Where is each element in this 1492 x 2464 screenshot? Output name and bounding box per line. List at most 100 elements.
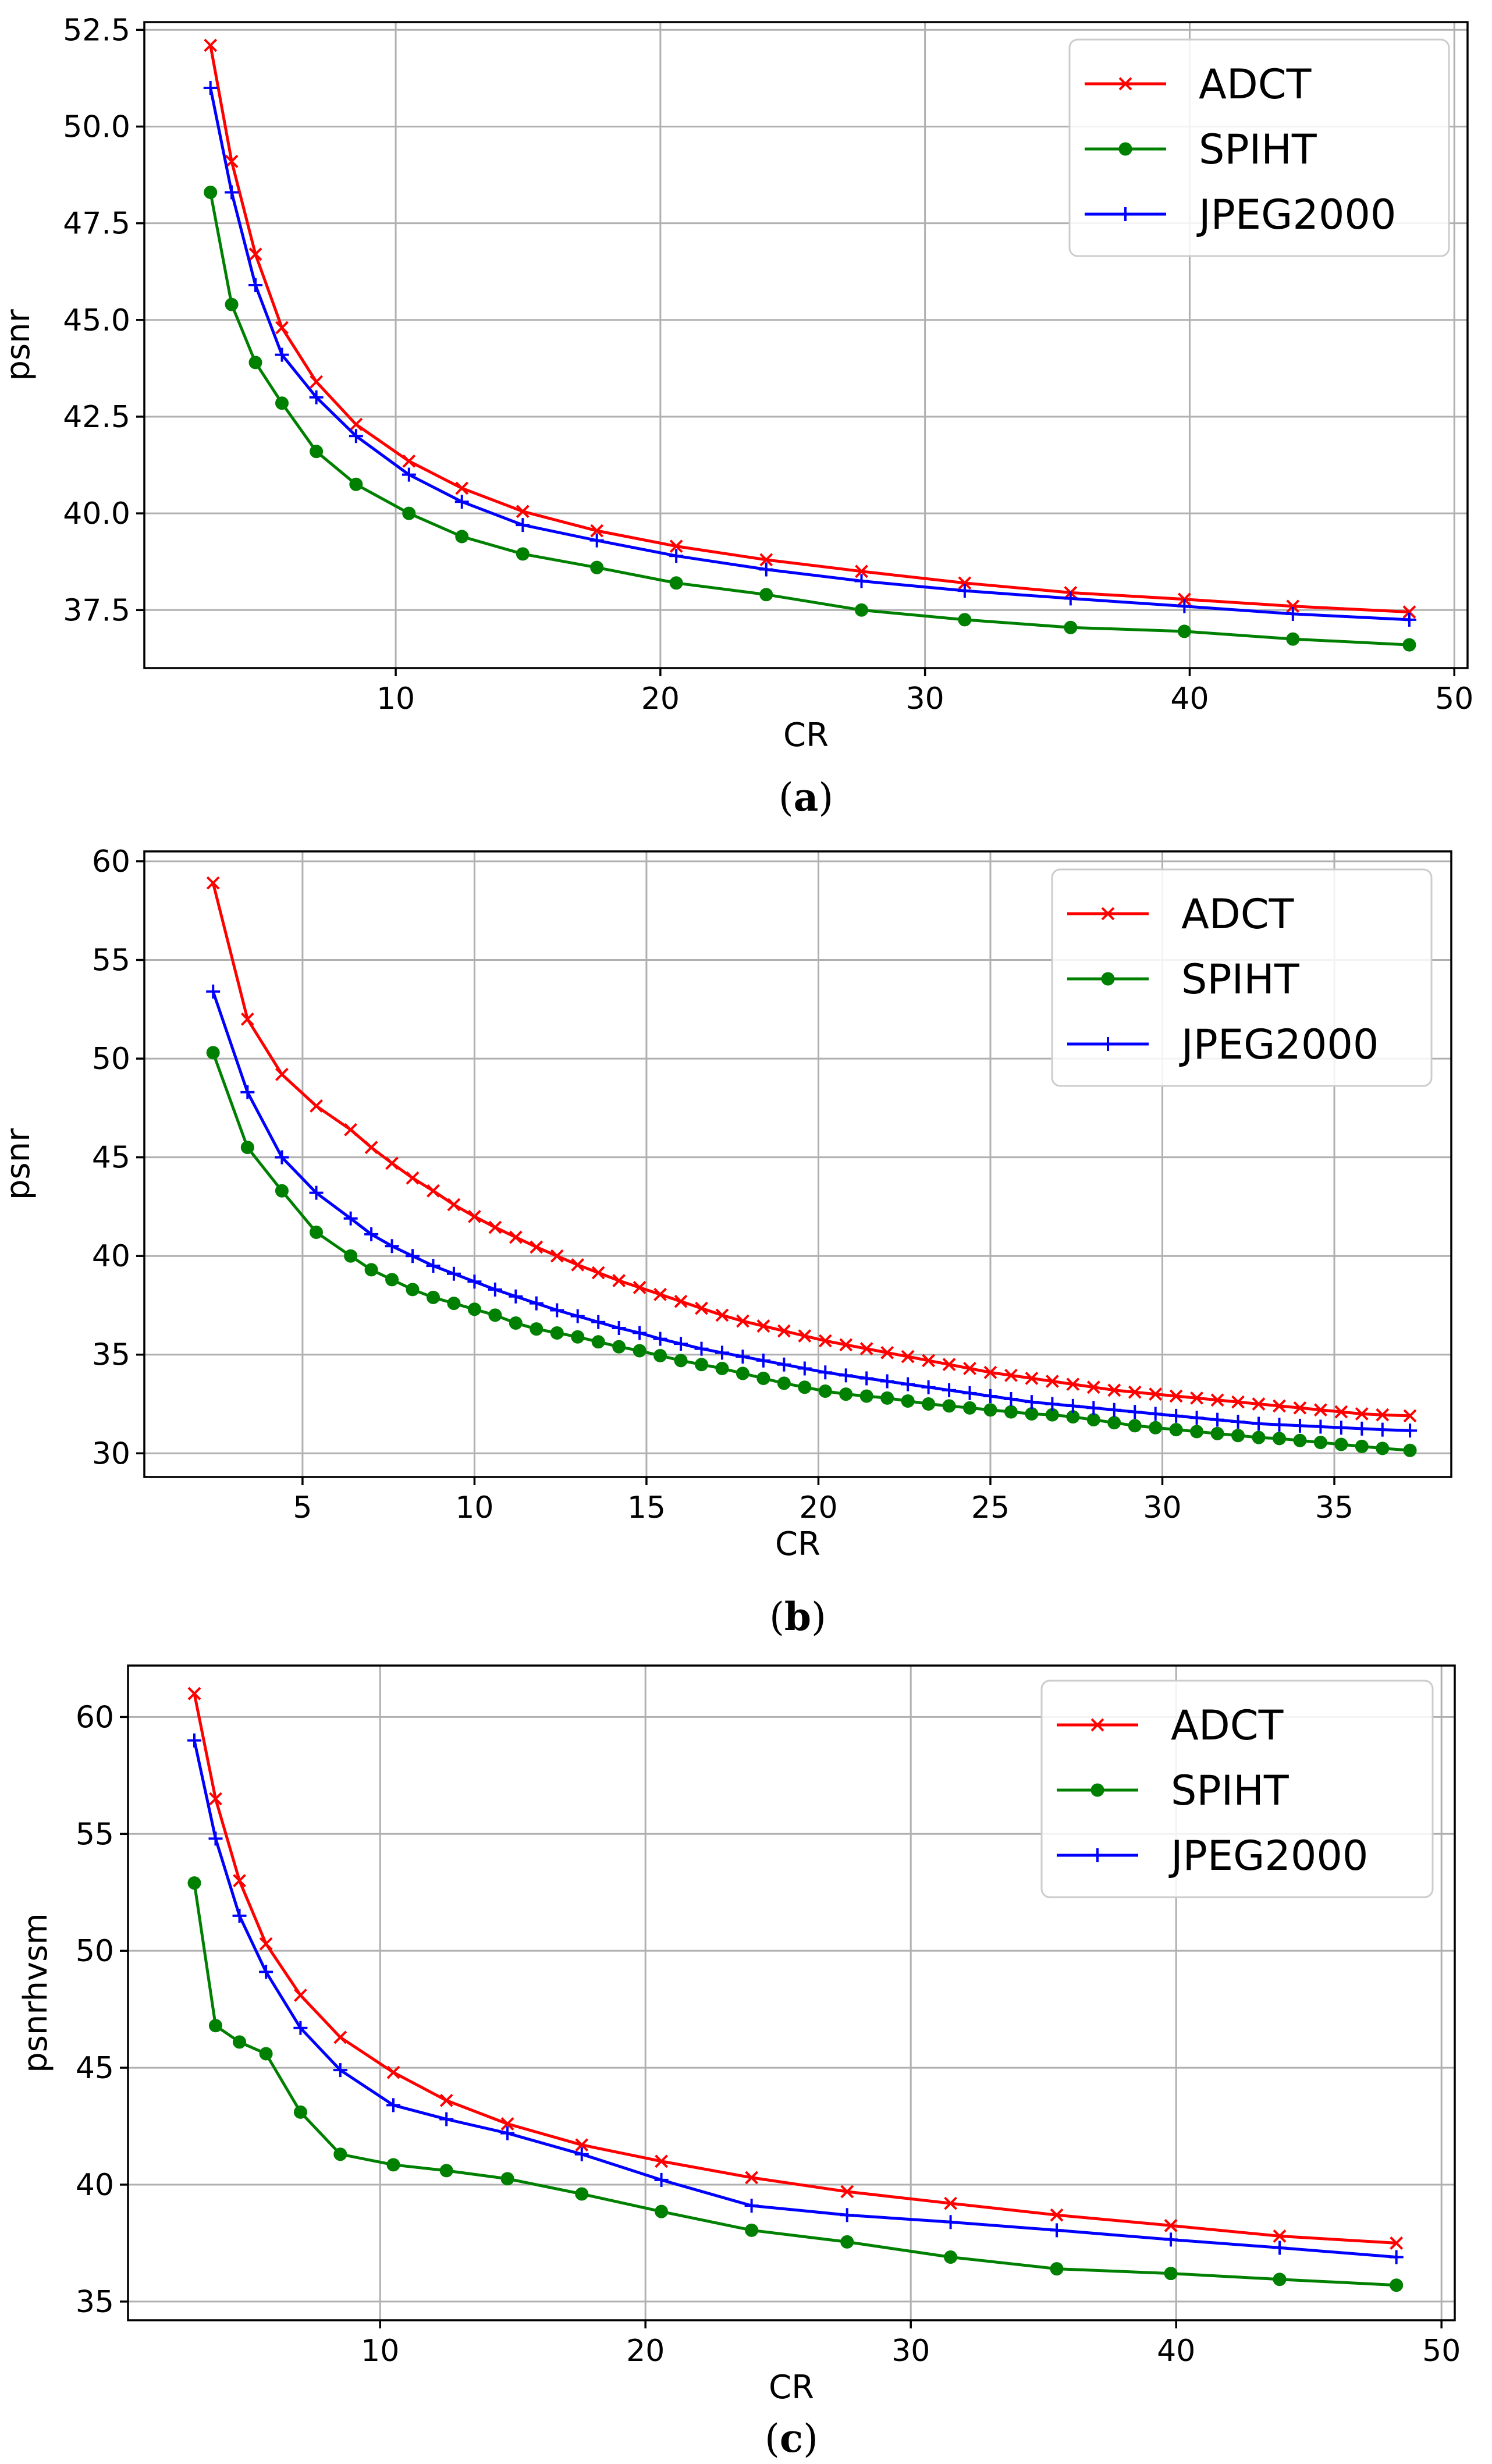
data-point-jpeg2000 <box>208 1831 223 1846</box>
y-tick-label: 55 <box>92 943 130 978</box>
x-tick-label: 40 <box>1170 681 1209 716</box>
data-point-spiht <box>669 576 683 590</box>
data-point-jpeg2000 <box>589 533 604 548</box>
series-line-jpeg2000 <box>209 87 1410 622</box>
data-point-spiht <box>777 1376 791 1390</box>
legend: ADCT SPIHT JPEG2000 <box>1051 868 1433 1087</box>
data-point-spiht <box>745 2223 759 2237</box>
data-point-spiht <box>1050 2262 1064 2276</box>
data-point-spiht <box>759 588 773 602</box>
data-point-jpeg2000 <box>203 80 218 95</box>
x-tick-label: 30 <box>906 681 944 716</box>
data-point-jpeg2000 <box>942 1383 957 1397</box>
data-point-spiht <box>550 1326 564 1340</box>
data-point-spiht <box>1402 638 1416 652</box>
data-point-spiht <box>1293 1433 1307 1447</box>
data-point-jpeg2000 <box>756 1353 770 1368</box>
data-point-adct <box>745 2171 759 2185</box>
data-point-spiht <box>590 560 604 574</box>
data-point-jpeg2000 <box>259 1965 273 1979</box>
data-point-spiht <box>1273 2273 1287 2287</box>
data-point-adct <box>1355 1407 1369 1421</box>
data-point-jpeg2000 <box>880 1374 894 1389</box>
caption-open-paren: ( <box>769 1595 784 1639</box>
data-point-adct <box>759 553 773 567</box>
data-point-spiht <box>530 1322 543 1336</box>
legend-marker-jpeg2000 <box>1118 207 1132 221</box>
series-adct <box>204 38 1416 619</box>
data-point-adct <box>427 1184 440 1198</box>
legend-marker-spiht <box>1118 142 1132 156</box>
data-point-spiht <box>225 297 239 311</box>
data-point-jpeg2000 <box>674 1337 688 1351</box>
data-point-jpeg2000 <box>653 1332 667 1346</box>
data-point-jpeg2000 <box>406 1249 420 1263</box>
data-point-jpeg2000 <box>715 1345 729 1360</box>
data-point-adct <box>653 1287 667 1301</box>
data-point-adct <box>1390 2236 1404 2250</box>
data-point-spiht <box>259 2047 273 2061</box>
data-point-adct <box>655 2154 668 2168</box>
data-point-spiht <box>208 2019 222 2033</box>
data-point-spiht <box>248 356 262 370</box>
panel-caption: (a) <box>779 775 833 820</box>
data-point-jpeg2000 <box>957 584 972 598</box>
y-tick-label: 55 <box>76 1817 114 1852</box>
data-point-jpeg2000 <box>364 1227 379 1241</box>
data-point-jpeg2000 <box>1273 2241 1287 2255</box>
data-point-spiht <box>1164 2267 1178 2281</box>
data-point-adct <box>333 2030 347 2044</box>
panel-caption: (b) <box>769 1594 826 1639</box>
y-tick-label: 50 <box>92 1042 130 1077</box>
legend-box <box>1068 38 1450 257</box>
data-point-spiht <box>1313 1436 1327 1450</box>
data-point-spiht <box>1286 632 1300 646</box>
series-line-adct <box>209 45 1410 614</box>
data-point-spiht <box>406 1283 420 1297</box>
y-tick-label: 37.5 <box>63 593 130 628</box>
data-point-jpeg2000 <box>187 1733 201 1748</box>
legend-marker-spiht <box>1101 972 1115 986</box>
data-point-adct <box>1190 1391 1204 1405</box>
data-point-jpeg2000 <box>1148 1407 1163 1421</box>
data-point-jpeg2000 <box>840 2208 854 2222</box>
x-tick-label: 50 <box>1435 681 1473 716</box>
caption-letter: b <box>784 1594 811 1639</box>
caption-close-paren: ) <box>803 2416 818 2461</box>
data-point-adct <box>530 1240 543 1254</box>
data-point-adct <box>344 1123 358 1137</box>
legend-marker-adct <box>1090 1718 1104 1732</box>
data-point-adct <box>571 1258 585 1272</box>
chart-panel-a: 10 20 30 40 50 37.5 40.0 42.5 45.0 47.5 50.0 52.5 CR… <box>0 13 1473 820</box>
data-point-adct <box>983 1365 997 1379</box>
x-tick-label: 30 <box>1143 1490 1181 1525</box>
data-point-adct <box>942 1358 956 1372</box>
data-point-adct <box>963 1362 976 1375</box>
data-point-jpeg2000 <box>275 1150 289 1164</box>
legend-box <box>1040 1680 1434 1898</box>
data-point-jpeg2000 <box>426 1259 441 1273</box>
data-point-spiht <box>206 1046 220 1060</box>
legend-marker-jpeg2000 <box>1090 1848 1104 1862</box>
data-point-jpeg2000 <box>1292 1418 1307 1433</box>
caption-close-paren: ) <box>811 1595 826 1639</box>
data-point-adct <box>1086 1380 1100 1394</box>
data-point-jpeg2000 <box>1402 612 1416 627</box>
data-point-adct <box>293 1989 307 2002</box>
data-point-adct <box>455 481 469 495</box>
data-point-adct <box>1164 2218 1178 2232</box>
data-point-spiht <box>839 1387 853 1401</box>
x-tick-label: 10 <box>455 1490 493 1525</box>
axes: 10 20 30 40 50 35 40 45 50 55 60 CR psnrhvsm <box>17 1700 1461 2406</box>
axes: 10 20 30 40 50 37.5 40.0 42.5 45.0 47.5 50.0 52.5 CR… <box>0 13 1473 754</box>
data-point-spiht <box>509 1316 523 1330</box>
data-point-adct <box>1050 2208 1064 2222</box>
caption-letter: c <box>780 2416 803 2461</box>
data-point-jpeg2000 <box>1164 2232 1178 2247</box>
series-line-spiht <box>209 192 1410 647</box>
data-point-spiht <box>653 1348 667 1362</box>
data-point-jpeg2000 <box>225 185 239 200</box>
data-point-spiht <box>958 613 972 627</box>
legend-marker-adct <box>1101 907 1115 921</box>
data-point-spiht <box>385 1273 399 1287</box>
